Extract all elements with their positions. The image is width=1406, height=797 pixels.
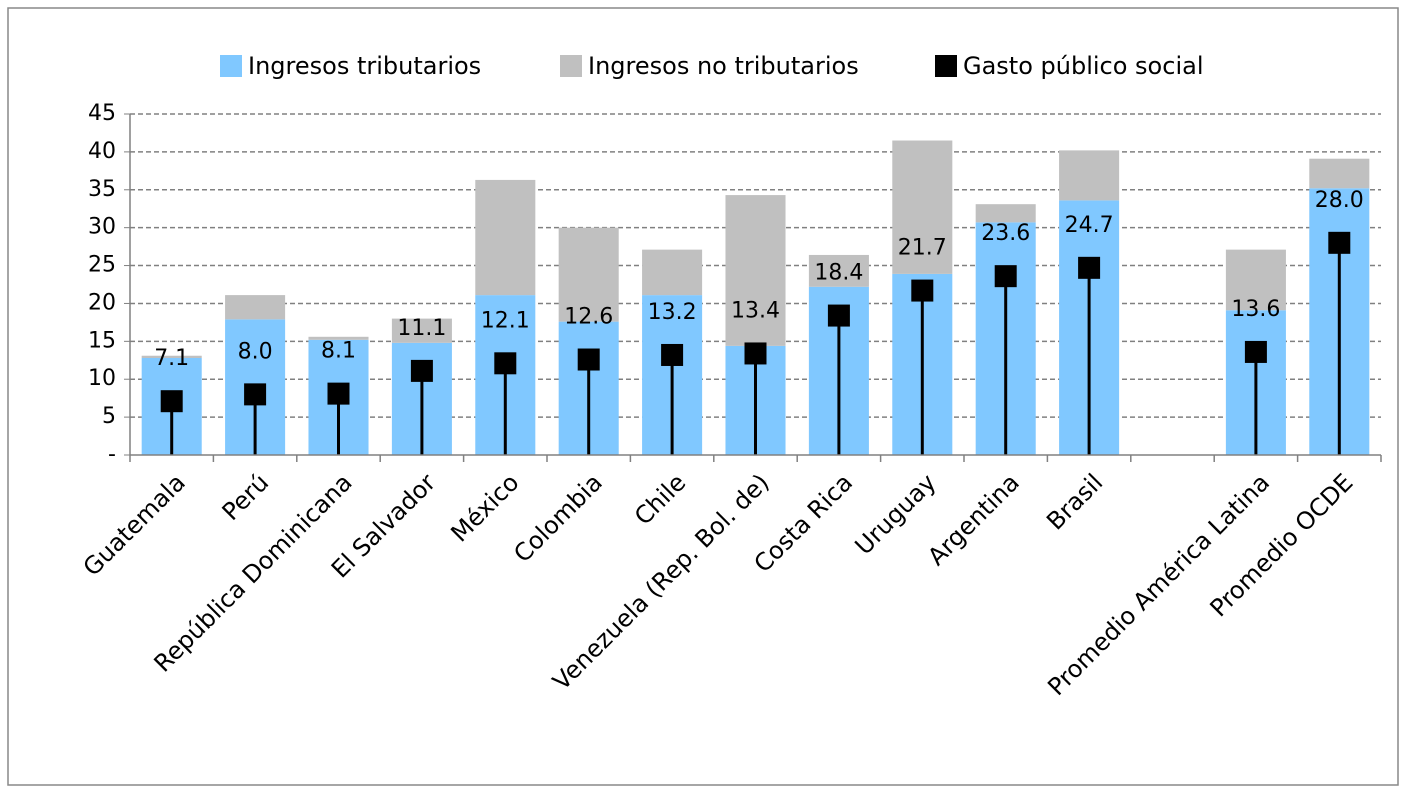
legend-swatch — [935, 55, 957, 77]
spending-marker — [410, 359, 433, 382]
bar-segment — [892, 140, 953, 274]
legend-swatch — [220, 55, 242, 77]
bar-segment — [225, 295, 286, 320]
data-label: 8.1 — [321, 339, 356, 364]
data-label: 13.2 — [648, 300, 697, 325]
data-label: 23.6 — [981, 221, 1030, 246]
data-label: 18.4 — [814, 261, 863, 286]
spending-marker — [577, 348, 600, 371]
data-label: 13.6 — [1231, 297, 1280, 322]
spending-marker — [661, 343, 684, 366]
bar-segment — [642, 249, 703, 296]
spending-marker — [1328, 231, 1351, 254]
spending-marker — [911, 279, 934, 302]
bar-segment — [975, 204, 1036, 223]
spending-marker — [160, 390, 183, 413]
y-tick-label: 10 — [88, 366, 116, 391]
bar-segment — [808, 254, 869, 287]
bar-segment — [725, 195, 786, 346]
bar-segment — [558, 227, 619, 322]
y-tick-label: 30 — [88, 215, 116, 240]
y-tick-label: - — [108, 442, 116, 467]
data-label: 12.1 — [481, 308, 530, 333]
y-tick-label: 5 — [102, 404, 116, 429]
bar-segment — [308, 336, 369, 340]
data-label: 7.1 — [154, 346, 189, 371]
bar-segment — [475, 179, 536, 296]
spending-marker — [244, 383, 267, 406]
legend-label: Gasto público social — [963, 52, 1203, 80]
data-label: 13.4 — [731, 298, 780, 323]
bar-segment — [391, 318, 452, 343]
bar-segment — [1309, 158, 1370, 189]
spending-marker — [327, 382, 350, 405]
data-label: 11.1 — [397, 316, 446, 341]
y-tick-label: 40 — [88, 139, 116, 164]
data-label: 21.7 — [898, 236, 947, 261]
spending-marker — [744, 342, 767, 365]
bar-segment — [141, 355, 202, 359]
spending-marker — [994, 265, 1017, 288]
legend-label: Ingresos no tributarios — [588, 52, 859, 80]
data-label: 24.7 — [1065, 213, 1114, 238]
chart-frame — [7, 7, 1399, 786]
data-label: 12.6 — [564, 305, 613, 330]
legend-swatch — [560, 55, 582, 77]
legend-label: Ingresos tributarios — [248, 52, 481, 80]
data-label: 28.0 — [1315, 188, 1364, 213]
bar-segment — [1225, 249, 1286, 311]
y-tick-label: 45 — [88, 101, 116, 126]
spending-marker — [1244, 340, 1267, 363]
y-tick-label: 15 — [88, 328, 116, 353]
y-tick-label: 20 — [88, 290, 116, 315]
data-label: 8.0 — [238, 339, 273, 364]
y-tick-label: 35 — [88, 177, 116, 202]
spending-marker — [494, 352, 517, 375]
y-tick-label: 25 — [88, 253, 116, 278]
spending-marker — [827, 304, 850, 327]
bar-segment — [1059, 150, 1120, 201]
spending-marker — [1078, 256, 1101, 279]
